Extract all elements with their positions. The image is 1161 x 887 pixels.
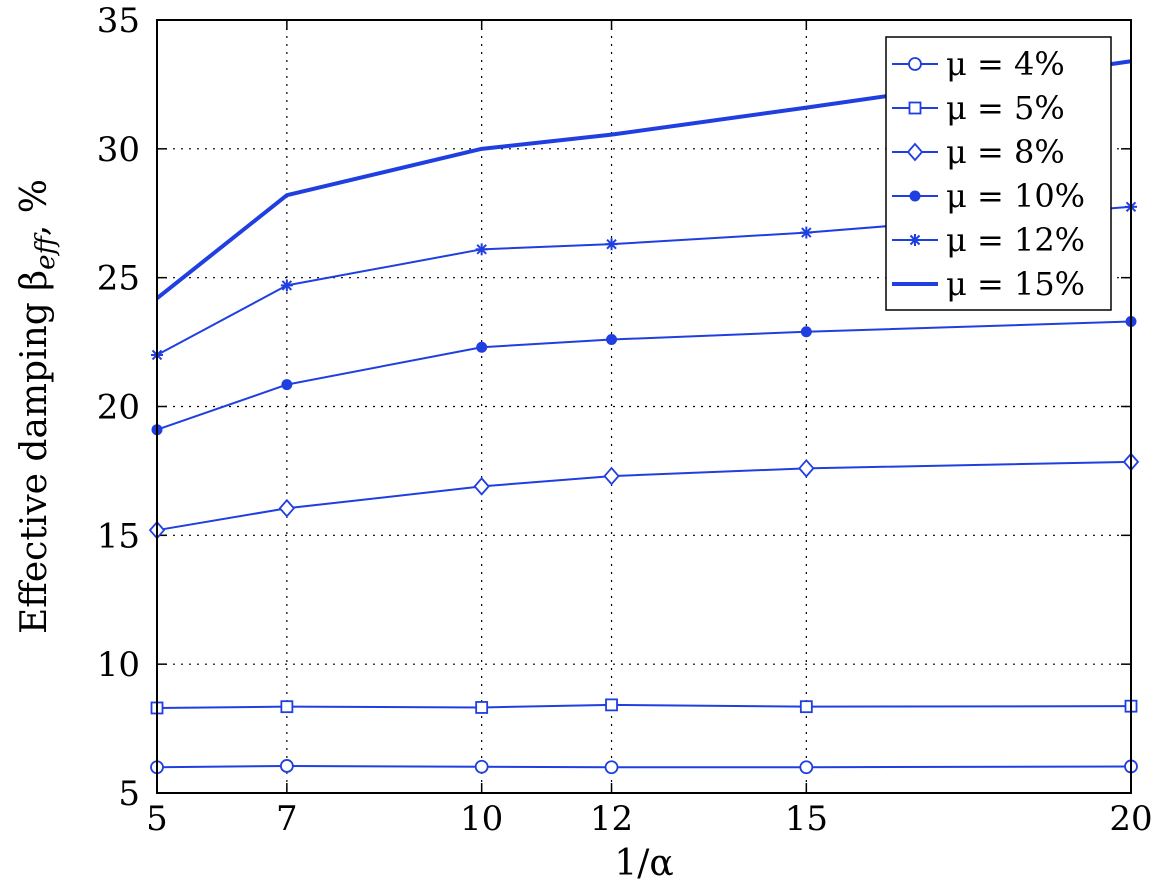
legend-label: μ = 8% [946, 133, 1065, 171]
legend-item: μ = 12% [892, 221, 1085, 259]
series-line [156, 703, 1132, 709]
point-marker [909, 234, 921, 246]
x-axis-title: 1/α [614, 843, 673, 884]
legend: μ = 4% μ = 5% μ = 8% μ = 10% μ = 12% μ = 15% [885, 36, 1112, 311]
series-3 [148, 452, 1140, 540]
point-marker [280, 279, 293, 292]
series-line [155, 59, 1132, 300]
point-marker [908, 57, 922, 71]
series-line [156, 460, 1132, 532]
y-tick-label: 25 [97, 259, 140, 299]
point-marker [906, 142, 924, 162]
legend-label: μ = 10% [946, 177, 1085, 215]
star-stroke [281, 280, 293, 291]
legend-label: μ = 15% [946, 265, 1085, 303]
point-marker [476, 341, 488, 353]
point-marker [799, 700, 813, 714]
point-marker [474, 759, 489, 774]
legend-box [885, 36, 1112, 311]
series-2 [150, 698, 1138, 715]
legend-label: μ = 5% [946, 89, 1065, 127]
star-stroke [476, 244, 487, 255]
axes-frame [156, 19, 1132, 794]
star-stroke [909, 234, 921, 246]
y-axis-title-main: Effective damping β [14, 270, 55, 634]
legend-item: μ = 15% [892, 265, 1085, 303]
legend-label: μ = 4% [946, 45, 1065, 83]
legend-item: μ = 4% [892, 45, 1065, 83]
series-line [156, 205, 1132, 356]
series-1 [150, 759, 1138, 775]
x-tick-label: 7 [276, 799, 298, 839]
point-marker [281, 379, 293, 391]
x-tick-label: 20 [1109, 799, 1152, 839]
point-marker [279, 759, 294, 773]
point-marker [278, 498, 296, 518]
y-axis-title-subscript: eff [31, 232, 61, 270]
star-stroke [606, 238, 617, 250]
point-marker [475, 701, 489, 714]
y-axis-title: Effective damping βeff, % [14, 179, 61, 634]
legend-item: μ = 10% [892, 177, 1085, 215]
point-marker [603, 466, 620, 486]
point-marker [280, 700, 294, 714]
legend-item: μ = 5% [892, 89, 1065, 127]
point-marker [908, 101, 922, 115]
y-tick-label: 35 [97, 1, 140, 41]
point-marker [798, 458, 815, 478]
point-marker [475, 243, 488, 256]
point-marker [799, 760, 814, 775]
legend-label: μ = 12% [946, 221, 1085, 259]
series-line [156, 764, 1132, 769]
point-marker [605, 238, 618, 251]
legend-item: μ = 8% [892, 133, 1065, 171]
point-marker [604, 760, 619, 775]
x-tick-label: 12 [590, 799, 633, 839]
y-tick-label: 30 [97, 130, 140, 170]
y-tick-label: 15 [97, 516, 140, 556]
x-tick-label: 5 [146, 799, 168, 839]
point-marker [909, 190, 921, 202]
y-axis-title-suffix: , % [14, 179, 55, 236]
point-marker [800, 226, 813, 239]
point-marker [605, 698, 618, 712]
x-tick-label: 10 [460, 799, 503, 839]
y-tick-label: 20 [97, 388, 140, 428]
series-6 [155, 59, 1132, 300]
y-tick-label: 10 [97, 645, 140, 685]
point-marker [800, 326, 812, 338]
point-marker [473, 477, 490, 496]
point-marker [606, 334, 618, 346]
star-stroke [801, 227, 812, 238]
series-line [156, 320, 1132, 431]
y-tick-label: 5 [118, 774, 140, 814]
x-tick-label: 15 [785, 799, 828, 839]
series-4 [151, 315, 1137, 436]
